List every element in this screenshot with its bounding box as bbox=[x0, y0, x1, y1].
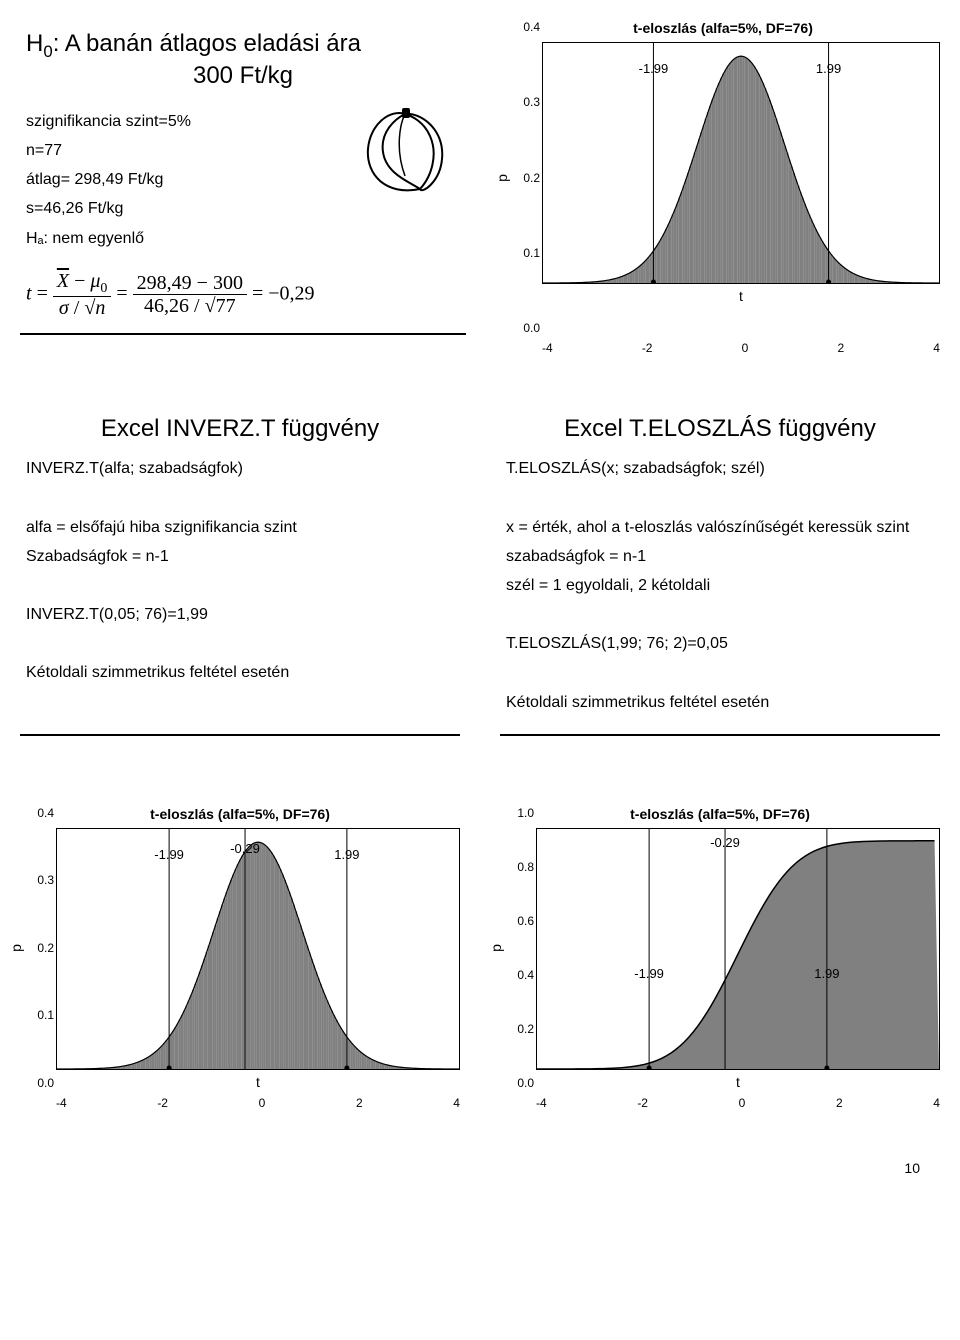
card-line: Kétoldali szimmetrikus feltétel esetén bbox=[506, 691, 934, 714]
h0-sub: 0 bbox=[43, 42, 52, 61]
tick: 0.2 bbox=[508, 1022, 534, 1036]
inverz-title: Excel INVERZ.T függvény bbox=[26, 415, 454, 443]
bottom-right-chart: t-eloszlás (alfa=5%, DF=76) -1.99 1.99 -0.… bbox=[500, 806, 940, 1090]
tick: 2 bbox=[836, 1096, 843, 1110]
svg-text:-0.29: -0.29 bbox=[710, 835, 740, 850]
tick: 0.0 bbox=[28, 1076, 54, 1090]
x-axis-label: t bbox=[56, 1074, 460, 1090]
tick: 0.4 bbox=[28, 806, 54, 820]
tick: -4 bbox=[542, 341, 553, 355]
tick: 0.2 bbox=[514, 171, 540, 185]
card-line: INVERZ.T(0,05; 76)=1,99 bbox=[26, 603, 454, 626]
y-ticks: 0.4 0.3 0.2 0.1 0.0 bbox=[514, 20, 540, 335]
tick: 4 bbox=[453, 1096, 460, 1110]
hyp-line: szignifikancia szint=5% bbox=[26, 110, 340, 133]
svg-text:-1.99: -1.99 bbox=[634, 966, 664, 981]
chart-title: t-eloszlás (alfa=5%, DF=76) bbox=[500, 806, 940, 822]
inverz-card: Excel INVERZ.T függvény INVERZ.T(alfa; s… bbox=[20, 405, 460, 736]
svg-text:-1.99: -1.99 bbox=[639, 61, 669, 76]
tick: 0.1 bbox=[514, 246, 540, 260]
tick: 0 bbox=[259, 1096, 266, 1110]
y-axis-label: p bbox=[494, 174, 510, 182]
tick: 0.4 bbox=[514, 20, 540, 34]
chart-title: t-eloszlás (alfa=5%, DF=76) bbox=[20, 806, 460, 822]
tick: -2 bbox=[157, 1096, 168, 1110]
hyp-line: n=77 bbox=[26, 139, 340, 162]
tick: 1.0 bbox=[508, 806, 534, 820]
svg-text:1.99: 1.99 bbox=[814, 966, 839, 981]
card-line bbox=[26, 632, 454, 655]
tick: 4 bbox=[933, 1096, 940, 1110]
card-line bbox=[506, 486, 934, 509]
svg-text:-0.29: -0.29 bbox=[230, 841, 260, 856]
card-line: alfa = elsőfajú hiba szignifikancia szin… bbox=[26, 516, 454, 539]
chart-title: t-eloszlás (alfa=5%, DF=76) bbox=[506, 20, 940, 36]
y-axis-label: p bbox=[8, 944, 24, 952]
hyp-line: s=46,26 Ft/kg bbox=[26, 197, 340, 220]
h0-h: H bbox=[26, 30, 43, 57]
svg-text:-1.99: -1.99 bbox=[154, 847, 184, 862]
x-ticks: -4 -2 0 2 4 bbox=[542, 341, 940, 355]
hyp-line: átlag= 298,49 Ft/kg bbox=[26, 168, 340, 191]
x-ticks: -4 -2 0 2 4 bbox=[56, 1096, 460, 1110]
tick: 0.2 bbox=[28, 941, 54, 955]
tick: 0.8 bbox=[508, 860, 534, 874]
hypothesis-card: H0: A banán átlagos eladási ára 300 Ft/k… bbox=[20, 20, 466, 335]
t-formula: t = X − μ0σ / √n = 298,49 − 30046,26 / √… bbox=[26, 270, 460, 319]
tick: -2 bbox=[642, 341, 653, 355]
x-ticks: -4 -2 0 2 4 bbox=[536, 1096, 940, 1110]
banana-icon bbox=[350, 104, 460, 207]
card-line: Kétoldali szimmetrikus feltétel esetén bbox=[26, 661, 454, 684]
card-line: T.ELOSZLÁS(1,99; 76; 2)=0,05 bbox=[506, 632, 934, 655]
card-line: Szabadságfok = n-1 bbox=[26, 545, 454, 568]
card-line: x = érték, ahol a t-eloszlás valószínűsé… bbox=[506, 516, 934, 539]
card-line: T.ELOSZLÁS(x; szabadságfok; szél) bbox=[506, 457, 934, 480]
h0-rest: : A banán átlagos eladási ára bbox=[53, 30, 361, 57]
card-line bbox=[26, 486, 454, 509]
tick: -2 bbox=[637, 1096, 648, 1110]
x-axis-label: t bbox=[536, 1074, 940, 1090]
tick: 0.0 bbox=[508, 1076, 534, 1090]
card-line: szél = 1 egyoldali, 2 kétoldali bbox=[506, 574, 934, 597]
card-line bbox=[506, 603, 934, 626]
card-line bbox=[26, 574, 454, 597]
svg-text:1.99: 1.99 bbox=[334, 847, 359, 862]
tick: 0.6 bbox=[508, 914, 534, 928]
tick: 0 bbox=[739, 1096, 746, 1110]
teloszlas-card: Excel T.ELOSZLÁS függvény T.ELOSZLÁS(x; … bbox=[500, 405, 940, 736]
tick: 0.3 bbox=[28, 873, 54, 887]
bottom-left-chart: t-eloszlás (alfa=5%, DF=76) -1.99 1.99 -0.… bbox=[20, 806, 460, 1090]
y-axis-label: p bbox=[488, 944, 504, 952]
hyp-line: Hₐ: nem egyenlő bbox=[26, 227, 340, 250]
y-ticks: 1.0 0.8 0.6 0.4 0.2 0.0 bbox=[508, 806, 534, 1090]
h0-val: 300 Ft/kg bbox=[26, 62, 460, 90]
hypothesis-title: H0: A banán átlagos eladási ára 300 Ft/k… bbox=[26, 30, 460, 90]
top-chart: t-eloszlás (alfa=5%, DF=76) -1.991.99 p … bbox=[506, 20, 940, 335]
tick: 0.1 bbox=[28, 1008, 54, 1022]
tick: 2 bbox=[356, 1096, 363, 1110]
tick: 4 bbox=[933, 341, 940, 355]
page-number: 10 bbox=[20, 1160, 940, 1176]
card-line: szabadságfok = n-1 bbox=[506, 545, 934, 568]
tick: -4 bbox=[56, 1096, 67, 1110]
x-axis-label: t bbox=[542, 288, 940, 304]
tick: 0 bbox=[742, 341, 749, 355]
y-ticks: 0.4 0.3 0.2 0.1 0.0 bbox=[28, 806, 54, 1090]
tick: 2 bbox=[837, 341, 844, 355]
card-line bbox=[506, 661, 934, 684]
card-line: INVERZ.T(alfa; szabadságfok) bbox=[26, 457, 454, 480]
tick: 0.4 bbox=[508, 968, 534, 982]
teloszlas-title: Excel T.ELOSZLÁS függvény bbox=[506, 415, 934, 443]
tick: -4 bbox=[536, 1096, 547, 1110]
tick: 0.3 bbox=[514, 95, 540, 109]
tick: 0.0 bbox=[514, 321, 540, 335]
svg-text:1.99: 1.99 bbox=[816, 61, 841, 76]
